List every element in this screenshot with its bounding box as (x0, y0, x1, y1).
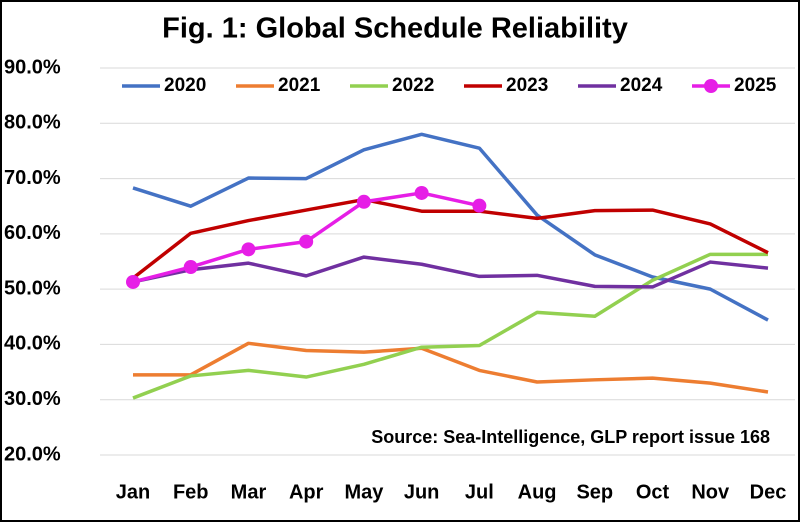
series-line (132, 132, 769, 322)
series-line (131, 197, 769, 280)
legend-label: 2020 (164, 75, 206, 96)
x-tick-label: Jul (465, 481, 494, 503)
series-line (133, 341, 769, 394)
y-tick-label: 80.0% (4, 112, 61, 134)
legend-label: 2022 (392, 75, 434, 96)
legend-marker (704, 79, 718, 93)
y-tick-label: 20.0% (4, 443, 61, 465)
legend-label: 2024 (620, 75, 663, 96)
series-marker (414, 185, 429, 200)
grid (100, 67, 795, 456)
x-tick-label: Aug (518, 481, 557, 503)
y-tick-label: 90.0% (4, 56, 61, 78)
chart-title: Fig. 1: Global Schedule Reliability (162, 13, 628, 45)
x-tick-label: May (344, 481, 384, 503)
x-tick-label: Jan (116, 481, 150, 503)
x-tick-label: Apr (289, 481, 324, 503)
x-tick-label: Dec (750, 481, 787, 503)
legend-label: 2025 (734, 75, 777, 96)
x-tick-label: Jun (404, 481, 440, 503)
series-marker (241, 242, 256, 257)
y-tick-label: 50.0% (4, 277, 61, 299)
x-tick-label: Nov (691, 481, 730, 503)
x-tick-label: Feb (173, 481, 209, 503)
series-marker (472, 198, 487, 213)
series-marker (126, 274, 140, 289)
series-marker (183, 260, 198, 275)
x-tick-label: Sep (576, 481, 613, 503)
series-marker (356, 194, 371, 209)
y-tick-label: 30.0% (4, 388, 61, 410)
x-tick-label: Mar (231, 481, 267, 503)
y-tick-label: 70.0% (4, 167, 61, 189)
y-tick-label: 60.0% (4, 222, 61, 244)
legend-label: 2023 (506, 75, 548, 96)
series-marker (299, 234, 314, 249)
series-line (132, 255, 769, 289)
x-tick-label: Oct (636, 481, 670, 503)
series-line (132, 252, 768, 400)
legend-label: 2021 (278, 75, 321, 96)
source-annotation: Source: Sea-Intelligence, GLP report iss… (371, 427, 770, 447)
y-tick-label: 40.0% (4, 333, 61, 355)
